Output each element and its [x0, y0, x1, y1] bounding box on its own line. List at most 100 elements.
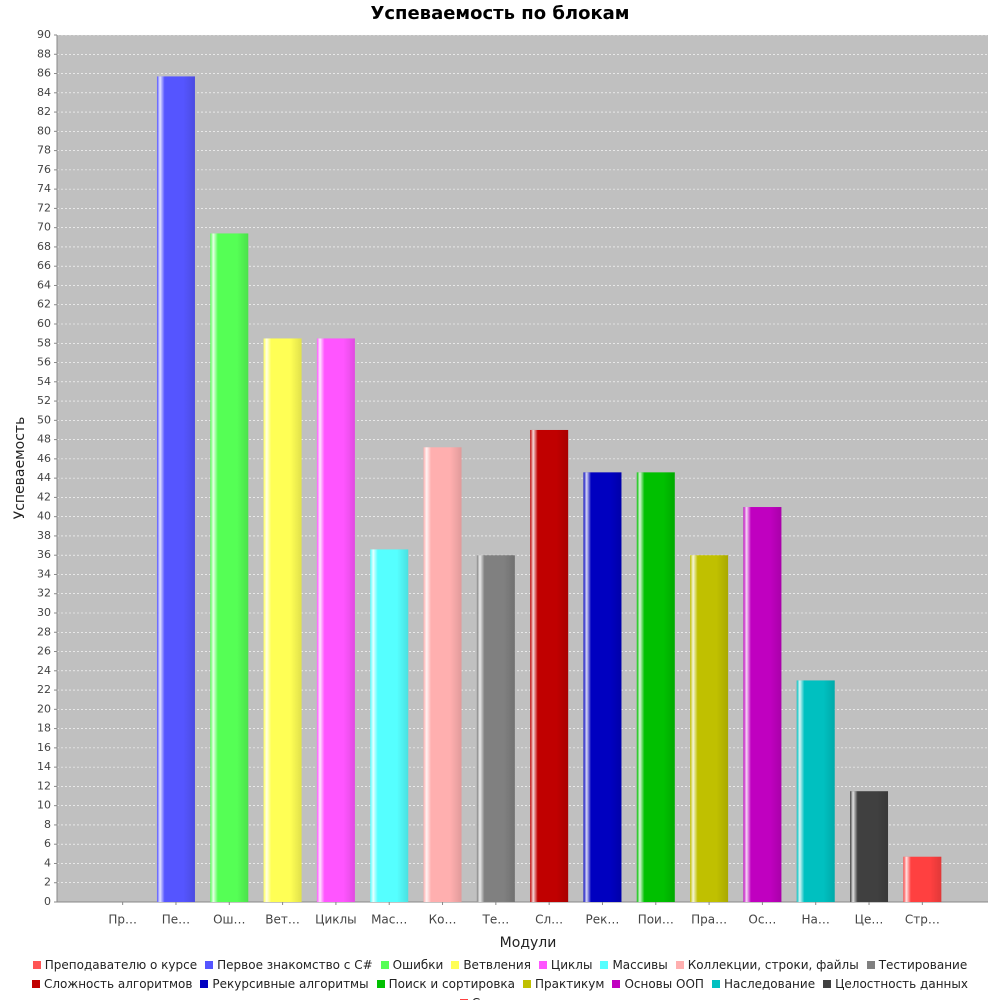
y-tick-label: 78: [37, 144, 51, 157]
legend-label: Основы ООП: [624, 977, 704, 991]
bar-shine: [850, 791, 889, 902]
legend-item: Преподавателю о курсе: [32, 958, 197, 972]
legend-item: Структуры: [459, 996, 541, 1000]
y-tick-label: 88: [37, 47, 51, 60]
legend-item: Ветвления: [451, 958, 531, 972]
legend-swatch: [200, 980, 209, 988]
bar-shine: [530, 429, 569, 902]
y-tick-label: 70: [37, 221, 51, 234]
legend-item: Поиск и сортировка: [376, 977, 516, 991]
y-tick-label: 36: [37, 548, 51, 561]
legend-swatch: [866, 961, 875, 969]
x-tick-label: Пра…: [691, 913, 727, 927]
legend-item: Первое знакомство с C#: [205, 958, 373, 972]
legend-item: Ошибки: [380, 958, 443, 972]
bar-shine: [423, 447, 462, 902]
x-tick-label: Циклы: [315, 913, 357, 927]
y-tick-label: 0: [44, 895, 51, 908]
legend-label: Первое знакомство с C#: [217, 958, 373, 972]
y-tick-label: 50: [37, 413, 51, 426]
x-tick-label: Ко…: [429, 913, 457, 927]
y-tick-label: 44: [37, 471, 51, 484]
legend-swatch: [711, 980, 720, 988]
bar-shine: [583, 472, 622, 902]
y-tick-label: 76: [37, 163, 51, 176]
legend-label: Ветвления: [463, 958, 531, 972]
legend-label: Коллекции, строки, файлы: [687, 958, 859, 972]
y-tick-label: 10: [37, 799, 51, 812]
y-tick-label: 56: [37, 356, 51, 369]
legend-item: Сложность алгоритмов: [32, 977, 192, 991]
bar-shine: [743, 507, 782, 902]
y-tick-label: 42: [37, 490, 51, 503]
legend-label: Целостность данных: [835, 977, 968, 991]
bar-shine: [210, 233, 249, 903]
y-tick-label: 20: [37, 702, 51, 715]
bar-shine: [370, 549, 409, 902]
y-tick-label: 84: [37, 86, 51, 99]
x-tick-label: Ош…: [213, 913, 245, 927]
y-tick-label: 26: [37, 645, 51, 658]
y-tick-label: 30: [37, 606, 51, 619]
y-tick-label: 24: [37, 664, 51, 677]
plot-area: [57, 35, 988, 902]
bar-shine: [636, 472, 675, 902]
legend-label: Структуры: [472, 996, 541, 1000]
legend-swatch: [523, 980, 532, 988]
bar-shine: [796, 680, 835, 902]
legend-label: Практикум: [535, 977, 605, 991]
legend-swatch: [538, 961, 547, 969]
y-tick-label: 54: [37, 375, 51, 388]
x-tick-label: Мас…: [371, 913, 407, 927]
legend-swatch: [32, 980, 40, 988]
legend-item: Тестирование: [866, 958, 967, 972]
legend-swatch: [376, 980, 385, 988]
legend-swatch: [612, 980, 621, 988]
bar-shine: [903, 856, 942, 902]
y-tick-label: 52: [37, 394, 51, 407]
legend-label: Поиск и сортировка: [388, 977, 516, 991]
x-tick-label: Пе…: [162, 913, 190, 927]
legend-swatch: [675, 961, 684, 969]
y-tick-label: 6: [44, 837, 51, 850]
legend-item: Коллекции, строки, файлы: [675, 958, 859, 972]
x-tick-label: Рек…: [586, 913, 620, 927]
x-tick-label: Ос…: [748, 913, 776, 927]
legend-item: Основы ООП: [612, 977, 704, 991]
bar-shine: [690, 555, 729, 902]
y-tick-label: 4: [44, 856, 51, 869]
y-tick-label: 66: [37, 259, 51, 272]
y-tick-label: 64: [37, 278, 51, 291]
y-tick-label: 58: [37, 336, 51, 349]
legend-swatch: [205, 961, 214, 969]
legend-item: Наследование: [711, 977, 816, 991]
y-tick-label: 74: [37, 182, 51, 195]
y-tick-label: 72: [37, 201, 51, 214]
chart: Успеваемость по блокам Модули Успеваемос…: [12, 3, 988, 951]
y-tick-label: 90: [37, 28, 51, 41]
y-tick-label: 22: [37, 683, 51, 696]
legend-label: Циклы: [550, 958, 593, 972]
legend: Преподавателю о курсе Первое знакомство с…: [0, 958, 1000, 1000]
y-tick-label: 46: [37, 452, 51, 465]
x-tick-label: Те…: [481, 913, 509, 927]
legend-swatch: [32, 961, 41, 969]
y-tick-label: 40: [37, 510, 51, 523]
y-tick-label: 48: [37, 433, 51, 446]
x-tick-label: Сл…: [535, 913, 563, 927]
y-tick-label: 8: [44, 818, 51, 831]
x-tick-label: На…: [802, 913, 830, 927]
legend-item: Циклы: [538, 958, 593, 972]
legend-item: Массивы: [600, 958, 668, 972]
legend-item: Целостность данных: [823, 977, 968, 991]
legend-label: Наследование: [723, 977, 816, 991]
bar-shine: [156, 76, 195, 902]
legend-swatch: [451, 961, 460, 969]
y-axis-label: Успеваемость: [12, 417, 28, 520]
bar-shine: [476, 555, 515, 902]
legend-item: Рекурсивные алгоритмы: [200, 977, 369, 991]
y-tick-label: 2: [44, 876, 51, 889]
legend-label: Массивы: [612, 958, 668, 972]
bar-shine: [263, 338, 302, 902]
